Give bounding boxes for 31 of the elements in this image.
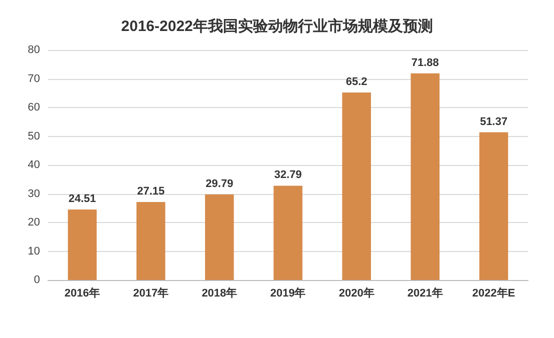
y-tick-label: 30 <box>28 188 40 200</box>
y-tick-label: 80 <box>28 44 40 56</box>
y-tick-label: 20 <box>28 216 40 228</box>
y-tick-label: 70 <box>28 72 40 85</box>
y-tick-label: 60 <box>28 102 40 114</box>
bar <box>342 92 371 280</box>
chart-title: 2016-2022年我国实验动物行业市场规模及预测 <box>121 17 433 35</box>
y-tick-label: 10 <box>28 245 40 258</box>
x-tick-label: 2016年 <box>64 286 100 300</box>
data-label: 71.88 <box>411 56 439 69</box>
bar <box>479 132 508 280</box>
y-tick-label: 40 <box>28 159 40 171</box>
bar <box>274 186 302 280</box>
bar <box>410 73 440 280</box>
x-tick-label: 2022年E <box>472 286 516 300</box>
data-label: 29.79 <box>206 178 234 190</box>
bar <box>68 210 97 280</box>
bar <box>205 194 234 280</box>
x-tick-label: 2020年 <box>338 286 374 300</box>
x-tick-label: 2019年 <box>270 286 306 300</box>
data-label: 24.51 <box>68 193 96 206</box>
data-label: 32.79 <box>274 169 302 182</box>
bar <box>136 202 166 280</box>
x-tick-label: 2017年 <box>133 286 169 300</box>
x-tick-label: 2018年 <box>202 286 238 300</box>
data-label: 65.2 <box>346 76 368 88</box>
data-label: 51.37 <box>480 116 508 128</box>
y-tick-label: 0 <box>34 274 40 286</box>
data-label: 27.15 <box>137 185 165 198</box>
y-tick-label: 50 <box>28 130 40 142</box>
x-tick-label: 2021年 <box>407 286 443 300</box>
